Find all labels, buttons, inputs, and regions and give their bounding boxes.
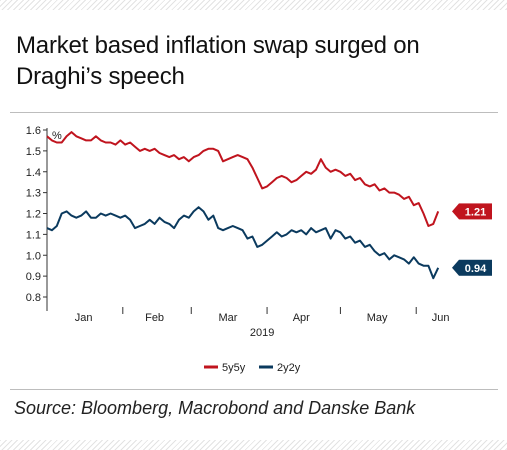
top-hatch-band xyxy=(0,0,507,10)
y-tick-label: 1.0 xyxy=(26,250,41,262)
y-axis-unit: % xyxy=(52,130,62,142)
plot-frame xyxy=(10,112,498,390)
end-label-box-2y2y xyxy=(459,259,492,276)
bottom-hatch-band xyxy=(0,440,507,450)
end-label-box-5y5y xyxy=(459,203,492,220)
y-tick-label: 1.1 xyxy=(26,229,41,241)
series-line-2y2y xyxy=(46,206,440,280)
chart-title: Market based inflation swap surged on Dr… xyxy=(16,32,420,90)
series-line-5y5y xyxy=(46,131,440,227)
legend-label-2y2y: 2y2y xyxy=(277,362,301,374)
legend-label-5y5y: 5y5y xyxy=(222,362,246,374)
x-tick-label: May xyxy=(367,312,388,324)
line-chart: 0.8 0.9 1.0 1.1 1.2 1.3 1.4 1.5 1.6 % Jan Feb Mar Apr… xyxy=(26,125,492,374)
y-tick-label: 0.9 xyxy=(26,271,41,283)
end-label-5y5y: 1.21 xyxy=(465,206,486,218)
end-label-2y2y: 0.94 xyxy=(465,263,487,275)
x-tick-label: Feb xyxy=(145,312,164,324)
end-label-pointer-5y5y xyxy=(452,203,459,220)
x-tick-label: Apr xyxy=(293,312,310,324)
x-tick-label: Mar xyxy=(218,312,237,324)
x-tick-label: Jun xyxy=(432,312,450,324)
y-tick-label: 1.2 xyxy=(26,209,41,221)
x-tick-label: Jan xyxy=(75,312,93,324)
source-note: Source: Bloomberg, Macrobond and Danske … xyxy=(14,398,416,418)
x-axis-year: 2019 xyxy=(250,327,274,339)
y-tick-label: 1.6 xyxy=(26,125,41,137)
end-label-pointer-2y2y xyxy=(452,259,459,276)
y-tick-label: 1.5 xyxy=(26,146,41,158)
y-tick-label: 0.8 xyxy=(26,292,41,304)
y-tick-label: 1.4 xyxy=(26,167,41,179)
y-tick-label: 1.3 xyxy=(26,188,41,200)
